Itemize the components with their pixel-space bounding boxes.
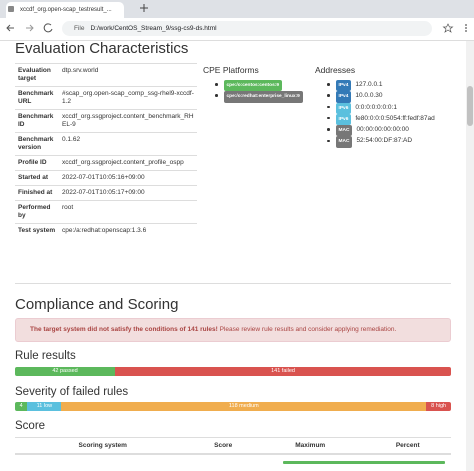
address-item: MAC 52:54:00:DF:87:AD <box>327 136 435 148</box>
cpe-item: cpe:/o:centos:centos:9 <box>215 80 307 92</box>
tab[interactable]: xccdf_org.open-scap_testresult_... <box>6 2 124 18</box>
address-type: IPv4 <box>335 80 352 92</box>
score-table: Scoring system Score Maximum Percent <box>15 437 451 455</box>
bar-segment: 141 failed <box>115 367 451 376</box>
score-progress <box>283 461 445 464</box>
row-key: Started at <box>15 170 59 186</box>
address-bar[interactable]: File D:/work/CentOS_Stream_9/ssg-cs9-ds.h… <box>62 21 432 36</box>
addresses-title: Addresses <box>315 65 356 75</box>
divider <box>15 283 451 284</box>
severity-bar: 4 11 low 118 medium 8 high <box>15 402 451 411</box>
row: Benchmark ID xccdf_org.ssgproject.content… <box>15 109 197 133</box>
address-item: IPv6 fe80:0:0:0:5054:ff:fedf:87ad <box>327 113 435 126</box>
row: Evaluation target dtp.srv.world <box>15 63 197 87</box>
row-value: xccdf_org.ssgproject.content_benchmark_R… <box>59 109 197 133</box>
address-item: IPv4 127.0.0.1 <box>327 80 435 92</box>
address-type: IPv6 <box>335 113 352 126</box>
row: Benchmark version 0.1.62 <box>15 132 197 156</box>
cpe-badge: cpe:/o:centos:centos:9 <box>223 80 283 92</box>
address-item: IPv6 0:0:0:0:0:0:0:1 <box>327 102 435 114</box>
tab-icon <box>8 6 14 12</box>
scrollbar[interactable] <box>466 41 474 471</box>
row-value: #scap_org.open-scap_comp_ssg-rhel9-xccdf… <box>59 86 197 110</box>
address-type: IPv6 <box>335 102 352 114</box>
row: Benchmark URL #scap_org.open-scap_comp_ss… <box>15 86 197 110</box>
url-scheme: File <box>74 25 85 32</box>
row-key: Benchmark version <box>15 132 59 156</box>
bar-segment: 8 high <box>426 402 451 411</box>
cpe-title: CPE Platforms <box>203 65 259 75</box>
url: D:/work/CentOS_Stream_9/ssg-cs9-ds.html <box>90 25 217 32</box>
row: Started at 2022-07-01T10:05:16+09:00 <box>15 170 197 186</box>
subsection-title: Score <box>15 420 46 432</box>
bar-segment: 11 low <box>27 402 62 411</box>
row-key: Benchmark ID <box>15 109 59 133</box>
address-type: MAC <box>335 125 353 137</box>
alert: The target system did not satisfy the co… <box>15 318 451 342</box>
bar-segment: 42 passed <box>15 367 116 376</box>
address-value: 127.0.0.1 <box>355 81 383 88</box>
row: Test system cpe:/a:redhat:openscap:1.3.6 <box>15 223 197 238</box>
row: Performed by root <box>15 200 197 224</box>
cpe-list: cpe:/o:centos:centos:9 cpe:/o:redhat:ente… <box>215 80 307 103</box>
row-value: root <box>59 200 197 224</box>
row-key: Finished at <box>15 185 59 201</box>
address-value: fe80:0:0:0:5054:ff:fedf:87ad <box>355 114 435 122</box>
row-value: 0.1.62 <box>59 132 197 156</box>
address-value: 10.0.0.30 <box>355 92 383 100</box>
address-item: MAC 00:00:00:00:00:00 <box>327 125 435 137</box>
alert-text: Please review rule results and consider … <box>219 326 397 333</box>
row-key: Profile ID <box>15 155 59 171</box>
subsection-title: Severity of failed rules <box>15 386 129 398</box>
address-type: IPv4 <box>335 91 352 103</box>
cpe-item: cpe:/o:redhat:enterprise_linux:9 <box>215 91 307 103</box>
address-value: 00:00:00:00:00:00 <box>356 126 409 134</box>
column-header: Score <box>190 437 256 455</box>
row-value: cpe:/a:redhat:openscap:1.3.6 <box>59 223 197 238</box>
bar-segment: 118 medium <box>61 402 427 411</box>
alert-strong: The target system did not satisfy the co… <box>30 326 218 333</box>
row-key: Evaluation target <box>15 63 59 87</box>
cpe-badge: cpe:/o:redhat:enterprise_linux:9 <box>223 91 303 103</box>
section-title: Compliance and Scoring <box>15 296 179 313</box>
row-key: Benchmark URL <box>15 86 59 110</box>
address-item: IPv4 10.0.0.30 <box>327 91 435 103</box>
row-value: 2022-07-01T10:05:17+09:00 <box>59 185 197 201</box>
column-header: Percent <box>364 437 451 455</box>
row: Profile ID xccdf_org.ssgproject.content_p… <box>15 155 197 171</box>
address-type: MAC <box>335 136 353 148</box>
new-tab[interactable] <box>140 4 148 12</box>
row-value: dtp.srv.world <box>59 63 197 87</box>
column-header: Scoring system <box>15 437 191 455</box>
row-value: 2022-07-01T10:05:16+09:00 <box>59 170 197 186</box>
row-key: Performed by <box>15 200 59 224</box>
bar-segment: 4 <box>15 402 28 411</box>
row-key: Test system <box>15 223 59 238</box>
address-value: 52:54:00:DF:87:AD <box>356 137 413 145</box>
address-value: 0:0:0:0:0:0:0:1 <box>355 103 397 111</box>
rule-results-bar: 42 passed 141 failed <box>15 367 451 376</box>
characteristics-table: Evaluation target dtp.srv.world Benchmark … <box>15 63 197 238</box>
row: Finished at 2022-07-01T10:05:17+09:00 <box>15 185 197 201</box>
column-header: Maximum <box>255 437 365 455</box>
menu[interactable] <box>440 23 470 33</box>
row-value: xccdf_org.ssgproject.content_profile_osp… <box>59 155 197 171</box>
nav-buttons[interactable] <box>6 23 56 33</box>
subsection-title: Rule results <box>15 350 76 362</box>
address-list: IPv4 127.0.0.1 IPv4 10.0.0.30 IPv6 0:0:0:0:0:… <box>327 80 435 148</box>
section-title: Evaluation Characteristics <box>15 40 189 57</box>
